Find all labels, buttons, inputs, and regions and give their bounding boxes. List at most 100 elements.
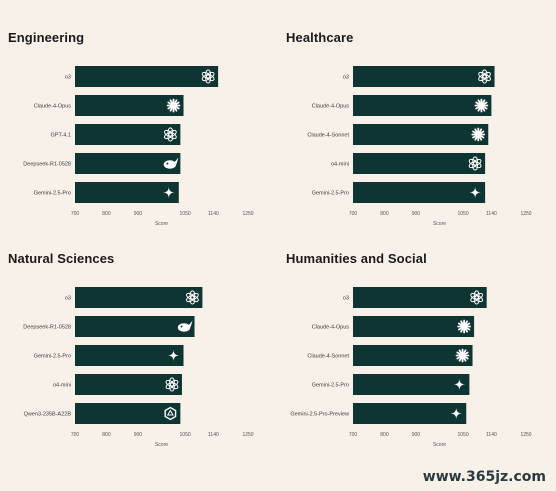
x-tick-label: 800 bbox=[380, 211, 389, 217]
deepseek-icon bbox=[177, 320, 193, 332]
bar bbox=[75, 345, 184, 366]
x-tick-label: 1050 bbox=[180, 432, 191, 438]
chart-humanities: o3 Claude-4-Opus Claude-4-Sonnet Gemini-2.5… bbox=[290, 287, 532, 448]
openai-icon bbox=[470, 290, 484, 305]
bar bbox=[75, 153, 181, 174]
anthropic-icon bbox=[474, 98, 489, 113]
gemini-icon bbox=[167, 349, 180, 362]
x-axis-label: Score bbox=[433, 221, 446, 227]
x-tick-label: 900 bbox=[412, 211, 421, 217]
x-axis-label: Score bbox=[155, 442, 168, 448]
gemini-icon bbox=[469, 186, 482, 199]
panel-engineering: Engineering o3 Claude-4-Opus GPT-4.1 Deepse… bbox=[8, 30, 278, 260]
bar bbox=[353, 403, 467, 424]
bar bbox=[353, 182, 486, 203]
x-tick-label: 800 bbox=[102, 432, 111, 438]
category-label: Deepseek-R1-0528 bbox=[23, 162, 71, 168]
x-tick-label: 700 bbox=[71, 211, 80, 217]
openai-icon bbox=[201, 69, 215, 84]
bar bbox=[75, 66, 219, 87]
qwen-icon bbox=[164, 406, 177, 421]
category-label: Claude-4-Opus bbox=[312, 325, 350, 331]
x-tick-label: 1050 bbox=[180, 211, 191, 217]
category-label: Deepseek-R1-0528 bbox=[23, 325, 71, 331]
x-tick-label: 1140 bbox=[208, 432, 219, 438]
category-label: o3 bbox=[65, 75, 71, 81]
x-tick-label: 1050 bbox=[458, 211, 469, 217]
gemini-icon bbox=[162, 186, 175, 199]
category-label: o3 bbox=[343, 75, 349, 81]
bar bbox=[353, 124, 489, 145]
chart-natural-sciences: o3 Deepseek-R1-0528 Gemini-2.5-Pro o4-mini Q… bbox=[23, 287, 254, 448]
x-tick-label: 1250 bbox=[520, 432, 531, 438]
category-label: o3 bbox=[65, 296, 71, 302]
gemini-icon bbox=[453, 378, 466, 391]
panel-healthcare: Healthcare o3 Claude-4-Opus Claude-4-Sonne… bbox=[286, 30, 556, 260]
panel-natural-sciences: Natural Sciences o3 Deepseek-R1-0528 Gemin… bbox=[8, 251, 278, 481]
category-label: Claude-4-Sonnet bbox=[307, 354, 349, 360]
category-label: Claude-4-Sonnet bbox=[307, 133, 349, 139]
openai-icon bbox=[468, 156, 482, 171]
openai-icon bbox=[185, 290, 199, 305]
x-tick-label: 800 bbox=[380, 432, 389, 438]
panel-humanities: Humanities and Social o3 Claude-4-Opus Cla… bbox=[286, 251, 556, 481]
category-label: Claude-4-Opus bbox=[312, 104, 350, 110]
chart-title: Humanities and Social bbox=[286, 251, 427, 266]
x-tick-label: 900 bbox=[134, 211, 143, 217]
x-tick-label: 700 bbox=[349, 432, 358, 438]
category-label: o3 bbox=[343, 296, 349, 302]
category-label: Gemini-2.5-Pro bbox=[34, 354, 71, 360]
category-label: Gemini-2.5-Pro bbox=[312, 191, 349, 197]
category-label: o4-mini bbox=[53, 383, 71, 389]
x-tick-label: 1050 bbox=[458, 432, 469, 438]
x-tick-label: 1140 bbox=[486, 211, 497, 217]
bar bbox=[353, 316, 475, 337]
bar bbox=[353, 95, 492, 116]
bar bbox=[353, 287, 487, 308]
x-tick-label: 900 bbox=[134, 432, 143, 438]
category-label: Gemini-2.5-Pro bbox=[312, 383, 349, 389]
openai-icon bbox=[478, 69, 491, 84]
category-label: Gemini-2.5-Pro-Preview bbox=[290, 412, 349, 418]
bar bbox=[75, 124, 181, 145]
bar bbox=[75, 403, 181, 424]
bar bbox=[75, 374, 182, 395]
openai-icon bbox=[165, 377, 179, 392]
x-axis-label: Score bbox=[155, 221, 168, 227]
anthropic-icon bbox=[457, 319, 472, 334]
deepseek-icon bbox=[163, 157, 179, 169]
chart-healthcare: o3 Claude-4-Opus Claude-4-Sonnet o4-mini Gem… bbox=[307, 66, 532, 227]
x-tick-label: 700 bbox=[349, 211, 358, 217]
anthropic-icon bbox=[455, 348, 470, 363]
x-tick-label: 1250 bbox=[242, 211, 253, 217]
category-label: Qwen3-235B-A22B bbox=[24, 412, 72, 418]
category-label: Claude-4-Opus bbox=[34, 104, 72, 110]
openai-icon bbox=[163, 127, 177, 142]
x-tick-label: 1140 bbox=[208, 211, 219, 217]
x-tick-label: 1140 bbox=[486, 432, 497, 438]
anthropic-icon bbox=[166, 98, 181, 113]
anthropic-icon bbox=[471, 127, 486, 142]
x-tick-label: 900 bbox=[412, 432, 421, 438]
gemini-icon bbox=[450, 407, 463, 420]
bar bbox=[75, 287, 203, 308]
bar bbox=[353, 374, 470, 395]
x-tick-label: 800 bbox=[102, 211, 111, 217]
chart-engineering: o3 Claude-4-Opus GPT-4.1 Deepseek-R1-0528 Ge… bbox=[23, 66, 254, 227]
category-label: GPT-4.1 bbox=[51, 133, 71, 139]
watermark: www.365jz.com bbox=[422, 469, 546, 485]
bar bbox=[353, 345, 473, 366]
x-tick-label: 1250 bbox=[242, 432, 253, 438]
bar bbox=[75, 95, 184, 116]
chart-title: Healthcare bbox=[286, 30, 354, 45]
x-tick-label: 1250 bbox=[520, 211, 531, 217]
bar bbox=[75, 316, 195, 337]
x-tick-label: 700 bbox=[71, 432, 80, 438]
x-axis-label: Score bbox=[433, 442, 446, 448]
chart-title: Natural Sciences bbox=[8, 251, 115, 266]
bar bbox=[353, 66, 495, 87]
chart-title: Engineering bbox=[8, 30, 85, 45]
bar bbox=[353, 153, 486, 174]
category-label: o4-mini bbox=[331, 162, 349, 168]
category-label: Gemini-2.5-Pro bbox=[34, 191, 71, 197]
